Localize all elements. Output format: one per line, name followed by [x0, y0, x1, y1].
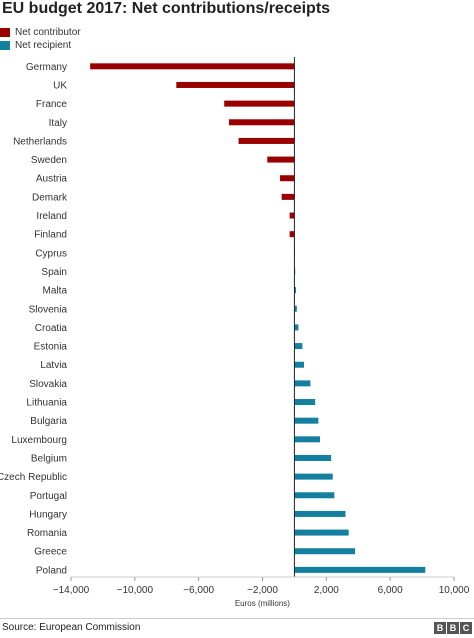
- category-label: Germany: [26, 62, 67, 73]
- bar-chart: Germany UK France Italy Netherlands Sweden Aus…: [0, 57, 470, 608]
- category-label: Cyprus: [35, 248, 67, 259]
- bar: [281, 193, 295, 200]
- bar: [267, 156, 295, 163]
- footer-divider: [0, 618, 474, 619]
- bar: [289, 212, 295, 219]
- category-label: Croatia: [35, 323, 68, 334]
- category-label: Austria: [36, 174, 68, 185]
- category-label: Slovakia: [29, 379, 67, 390]
- bar: [294, 380, 311, 387]
- category-label: Latvia: [40, 360, 67, 371]
- bar: [294, 343, 303, 350]
- bar: [294, 454, 332, 461]
- category-label: Portugal: [30, 491, 67, 502]
- category-label: Ireland: [36, 211, 67, 222]
- category-label: Greece: [34, 547, 67, 558]
- bar: [228, 119, 295, 126]
- bar: [294, 492, 335, 499]
- category-label: Poland: [36, 565, 67, 576]
- bar: [224, 100, 295, 107]
- bar: [294, 287, 297, 294]
- bar: [294, 361, 304, 368]
- bar: [176, 81, 295, 88]
- bar: [294, 436, 320, 443]
- category-label: Belgium: [31, 453, 67, 464]
- category-label: Italy: [49, 118, 67, 129]
- x-tick-label: −6,000: [183, 585, 214, 596]
- category-label: Sweden: [31, 155, 67, 166]
- logo-letter: B: [447, 622, 459, 634]
- legend: Net contributor Net recipient: [0, 26, 81, 52]
- category-label: Malta: [43, 286, 68, 297]
- x-tick-label: 2,000: [314, 585, 339, 596]
- category-label: Demark: [32, 192, 68, 203]
- category-label: Lithuania: [26, 398, 67, 409]
- x-tick-label: 10,000: [439, 585, 470, 596]
- category-label: Finland: [34, 230, 67, 241]
- x-tick-label: −2,000: [247, 585, 278, 596]
- source-note: Source: European Commission: [2, 622, 141, 633]
- bar: [90, 63, 295, 70]
- category-label: Bulgaria: [30, 416, 67, 427]
- legend-swatch-contributor: [0, 28, 10, 37]
- category-label: France: [36, 99, 68, 110]
- bar: [294, 510, 346, 517]
- chart-title: EU budget 2017: Net contributions/receip…: [2, 0, 331, 17]
- x-tick-label: −14,000: [53, 585, 90, 596]
- legend-label-contributor: Net contributor: [15, 27, 81, 38]
- bar: [294, 473, 333, 480]
- category-label: Estonia: [34, 342, 68, 353]
- x-tick-label: −10,000: [117, 585, 154, 596]
- bar: [238, 137, 295, 144]
- category-label: Luxembourg: [11, 435, 67, 446]
- bar: [294, 305, 297, 312]
- category-label: Romania: [27, 528, 67, 539]
- bar: [294, 417, 319, 424]
- category-label: Hungary: [29, 509, 67, 520]
- legend-swatch-recipient: [0, 41, 10, 50]
- bar: [294, 566, 426, 573]
- bar: [294, 399, 316, 406]
- logo-letter: B: [434, 622, 446, 634]
- legend-label-recipient: Net recipient: [15, 40, 72, 51]
- bar: [294, 324, 299, 331]
- category-label: Czech Republic: [0, 472, 67, 483]
- bar: [280, 175, 295, 182]
- bar: [294, 529, 349, 536]
- category-label: Netherlands: [13, 136, 67, 147]
- category-label: Slovenia: [29, 304, 68, 315]
- x-axis-title: Euros (millions): [235, 599, 290, 608]
- legend-item-recipient: Net recipient: [0, 39, 81, 52]
- logo-letter: C: [460, 622, 472, 634]
- bbc-logo: B B C: [434, 622, 472, 634]
- bar: [294, 548, 356, 555]
- category-label: UK: [53, 80, 67, 91]
- legend-item-contributor: Net contributor: [0, 26, 81, 39]
- category-label: Spain: [41, 267, 67, 278]
- x-tick-label: 6,000: [378, 585, 403, 596]
- bar: [289, 231, 295, 238]
